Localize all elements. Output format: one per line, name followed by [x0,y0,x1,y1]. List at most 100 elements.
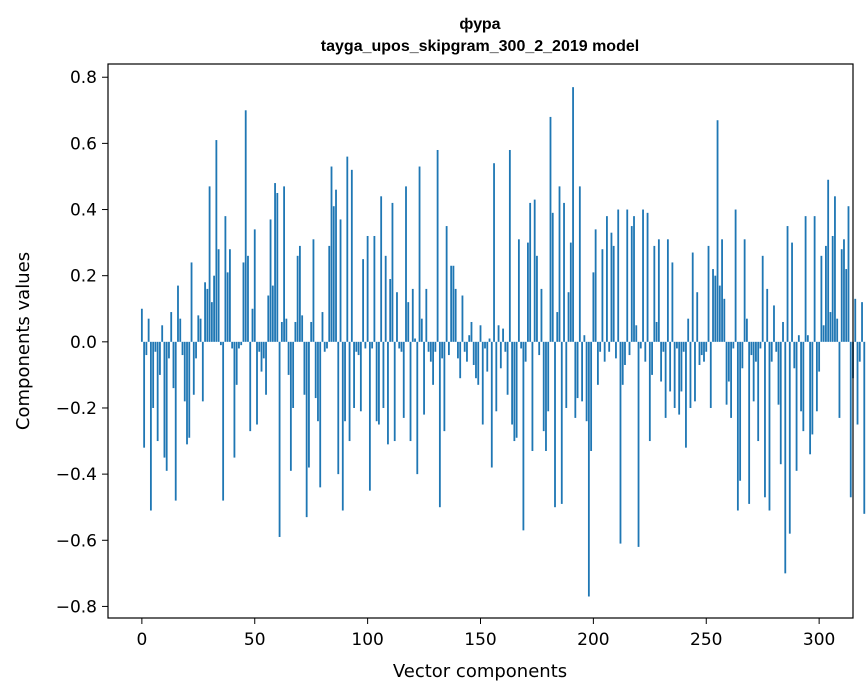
bar [195,341,197,359]
bar [262,341,265,359]
bar [429,341,432,362]
bar [698,341,701,365]
bar [804,216,807,342]
bar [380,196,383,342]
bar [558,186,561,342]
x-tick-label: 0 [136,630,147,650]
bar [522,341,525,531]
bar [691,252,694,342]
bar [630,226,633,342]
y-tick-label: 0.8 [70,68,97,88]
bar [375,341,378,422]
bar [418,166,421,342]
bar [461,295,464,342]
bar [219,341,222,346]
bar [204,282,206,342]
bar [231,341,234,349]
bar [159,341,161,375]
bar [192,341,195,395]
bar [825,245,827,342]
y-tick-label: −0.8 [56,597,97,617]
bar [409,341,412,442]
bar [773,305,775,342]
bar [682,341,685,352]
bar [389,278,392,342]
bar [542,341,545,432]
bar [685,341,687,448]
bar [545,341,547,451]
bar [822,325,825,342]
bar [450,265,453,342]
bar [265,341,267,395]
bar [811,341,814,435]
bar [197,315,200,342]
bar [481,341,484,425]
bar [321,312,324,342]
bar [662,341,665,352]
bar [382,341,385,408]
bar [508,149,511,342]
bar [556,312,559,342]
bar [301,315,304,342]
bar [551,212,554,342]
bar [445,226,448,342]
bar [145,341,148,356]
x-axis-label: Vector components [393,661,567,682]
bar [585,341,588,422]
bar [475,341,477,379]
bar [583,335,586,342]
y-tick-label: 0.6 [70,134,97,154]
bar [364,341,367,349]
bar [838,341,841,418]
bar [648,341,651,442]
bar [639,341,642,349]
bar [666,239,669,342]
bar [705,341,708,352]
bar [466,341,468,362]
bar [420,318,423,342]
bar [653,245,656,342]
bar [355,341,358,352]
bar [761,255,764,342]
bar [179,318,182,342]
bar [271,285,274,342]
bar [452,265,455,342]
x-tick-label: 300 [803,630,835,650]
bar [407,302,410,342]
bar [344,341,346,422]
bar [283,186,285,342]
bar [434,341,437,352]
bar [147,318,150,342]
bar [615,341,617,359]
bar [624,341,626,365]
bar [233,341,236,458]
bar [854,298,857,342]
bar [224,216,227,342]
bar [569,242,572,342]
bar [235,341,238,385]
bar [387,341,389,445]
x-tick-label: 150 [464,630,496,650]
bar [468,335,471,342]
bar [635,325,638,342]
bar [594,229,597,342]
bar [657,239,660,342]
bar [599,341,602,352]
bar [806,335,809,342]
bar [303,341,306,395]
chart-subtitle: tayga_upos_skipgram_300_2_2019 model [321,38,639,55]
bar [732,341,735,349]
bar [298,245,301,342]
bar [319,341,322,488]
bar [576,341,579,399]
bar [416,341,419,475]
bar [578,186,581,342]
bar [655,321,658,342]
bar [312,239,315,342]
bar [168,341,170,359]
bar [188,341,191,438]
bar [755,341,757,362]
bar [362,259,365,342]
bar [402,341,405,418]
bar [536,255,538,342]
